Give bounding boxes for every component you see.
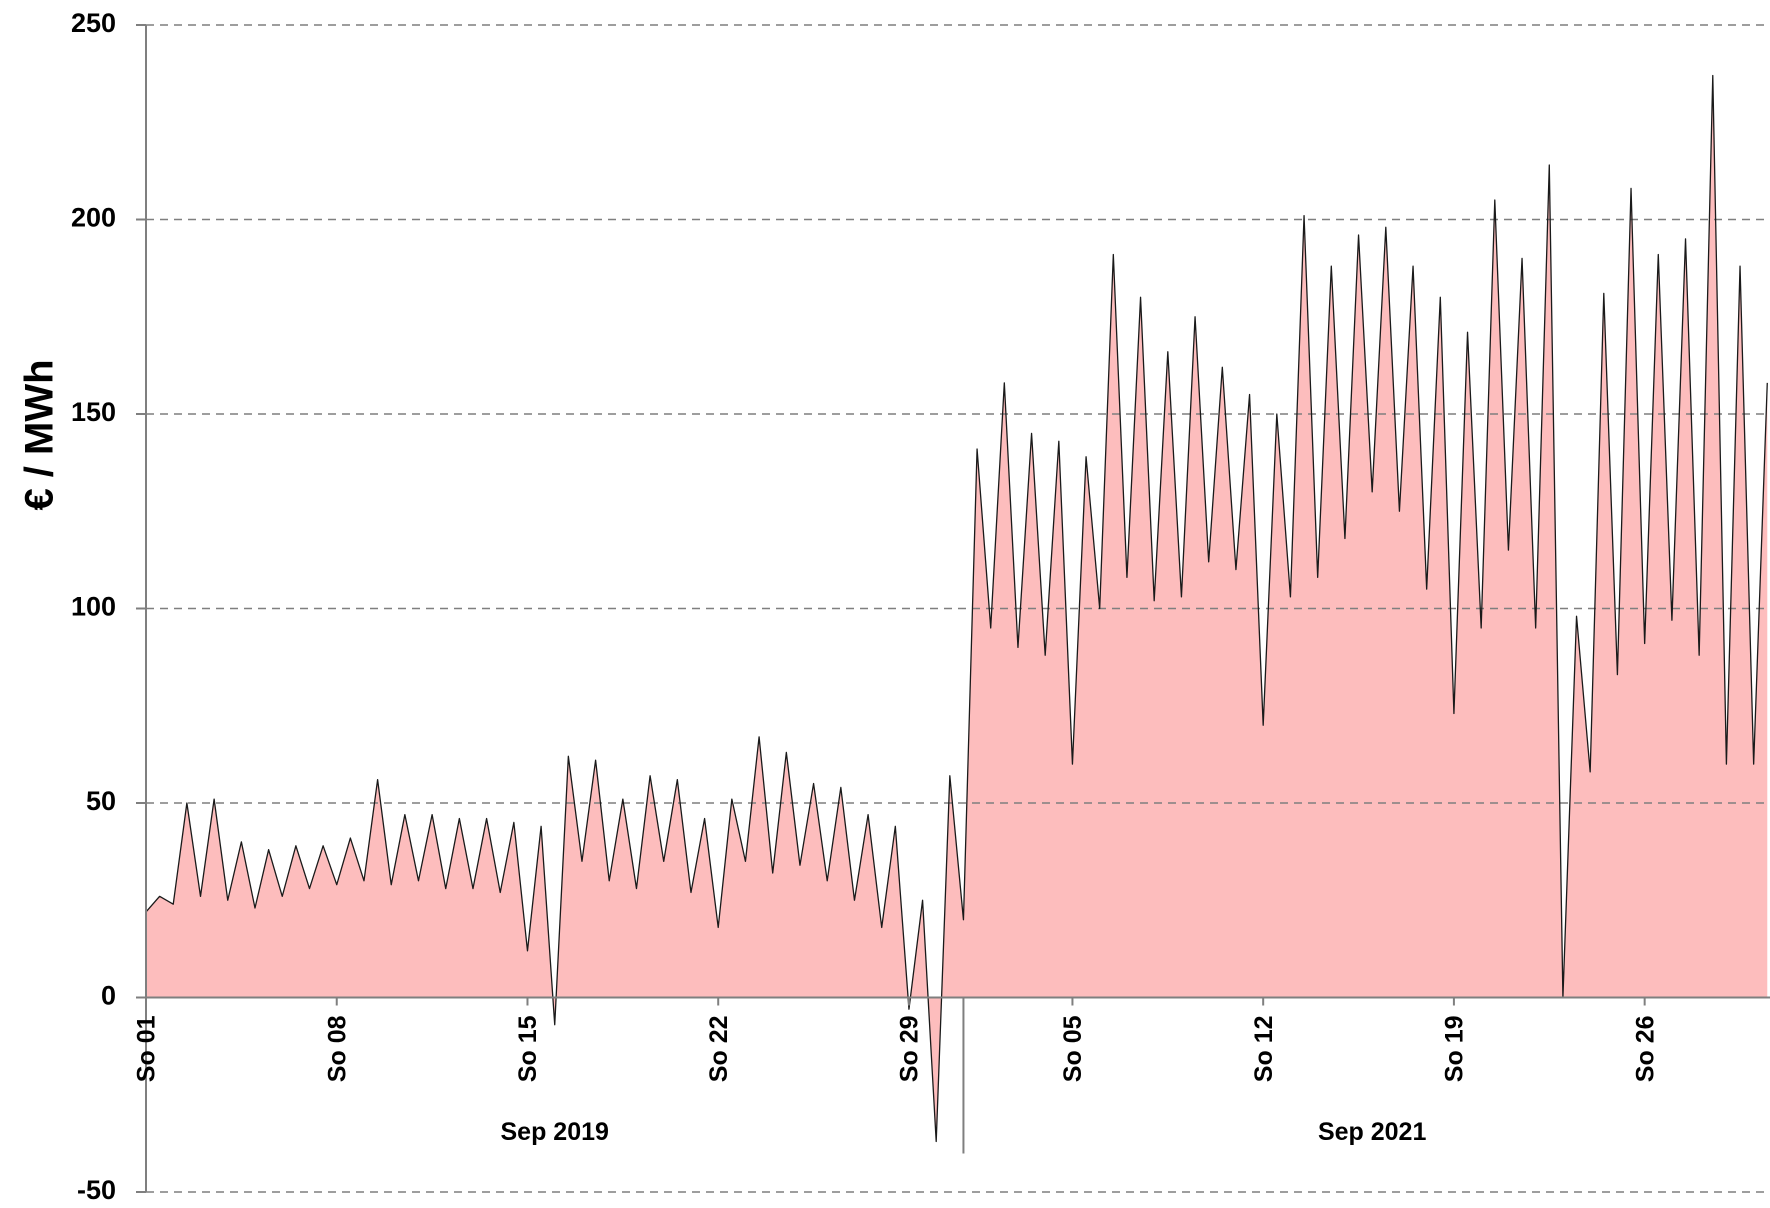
x-tick-label: So 19 <box>1441 1016 1469 1083</box>
y-axis-label: € / MWh <box>18 359 62 510</box>
y-tick-label: 0 <box>101 981 116 1011</box>
x-tick-label: So 22 <box>705 1016 733 1083</box>
x-tick-label: So 26 <box>1631 1016 1659 1083</box>
area-fill <box>146 75 1768 1142</box>
x-tick-label: So 12 <box>1250 1016 1278 1083</box>
y-tick-label: 150 <box>71 397 116 427</box>
y-tick-label: -50 <box>77 1175 116 1205</box>
price-line <box>145 74 1768 1143</box>
x-group-label: Sep 2019 <box>501 1118 609 1146</box>
x-tick-label: So 01 <box>133 1015 161 1082</box>
x-tick-label: So 05 <box>1059 1015 1087 1082</box>
y-tick-label: 100 <box>71 592 116 622</box>
y-tick-label: 50 <box>86 786 116 816</box>
y-tick-label: 250 <box>71 8 116 38</box>
x-tick-label: So 29 <box>896 1016 924 1083</box>
x-tick-label: So 08 <box>323 1015 351 1082</box>
y-tick-label: 200 <box>71 203 116 233</box>
x-tick-label: So 15 <box>514 1015 542 1082</box>
x-group-label: Sep 2021 <box>1318 1118 1427 1146</box>
